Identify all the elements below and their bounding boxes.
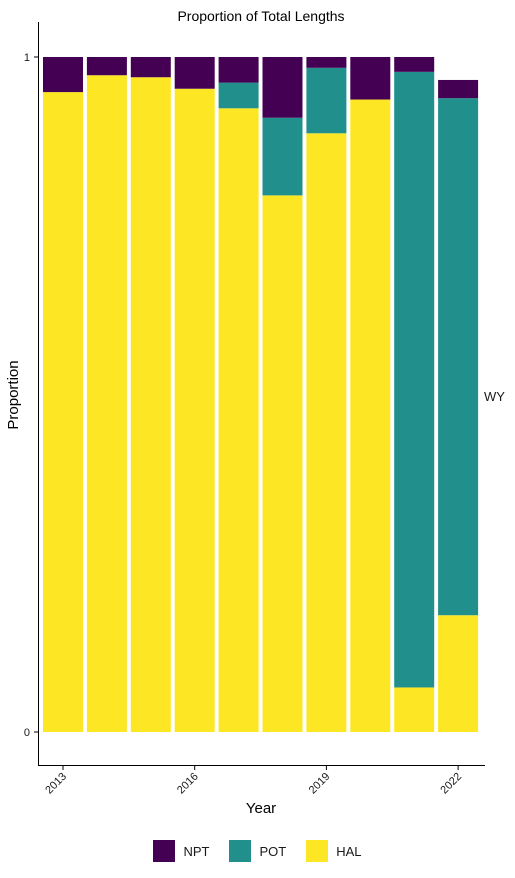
bar-npt-2018 — [262, 57, 303, 118]
y-axis-title: Proportion — [5, 360, 22, 429]
legend-label-npt: NPT — [183, 843, 210, 859]
bar-hal-2014 — [86, 75, 127, 733]
bar-npt-2019 — [306, 57, 347, 68]
bar-hal-2016 — [174, 88, 215, 733]
bar-npt-2022 — [438, 79, 479, 99]
legend-swatch-pot — [229, 840, 252, 862]
legend: NPT POT HAL — [0, 836, 515, 866]
y-tick-label: 1 — [24, 52, 30, 64]
legend-swatch-hal — [306, 840, 329, 862]
x-axis-title: Year — [246, 800, 276, 817]
chart-title: Proportion of Total Lengths — [177, 8, 344, 24]
bar-hal-2018 — [262, 195, 303, 733]
bar-pot-2018 — [262, 117, 303, 196]
legend-label-hal: HAL — [336, 843, 362, 859]
bar-pot-2019 — [306, 67, 347, 134]
x-ticks-group: 2013 2016 2019 2022 — [43, 766, 464, 796]
x-tick-label: 2013 — [43, 771, 69, 797]
legend-item-npt: NPT — [153, 840, 209, 862]
bar-pot-2017 — [218, 82, 259, 109]
bar-hal-2015 — [130, 77, 171, 732]
bar-hal-2022 — [438, 615, 479, 732]
legend-swatch-npt — [153, 840, 176, 862]
bar-hal-2019 — [306, 133, 347, 732]
x-tick-label: 2022 — [438, 771, 464, 797]
y-ticks-group: 01 — [24, 52, 38, 739]
bar-hal-2017 — [218, 108, 259, 733]
bar-npt-2020 — [350, 57, 391, 100]
legend-label-pot: POT — [259, 843, 287, 859]
x-tick-label: 2019 — [307, 771, 333, 797]
legend-item-hal: HAL — [306, 840, 362, 862]
bar-pot-2021 — [394, 71, 435, 688]
bar-npt-2017 — [218, 57, 259, 83]
bar-pot-2022 — [438, 98, 479, 616]
legend-item-pot: POT — [229, 840, 286, 862]
bar-hal-2013 — [43, 92, 83, 733]
y-tick-label: 0 — [24, 727, 30, 739]
bars-group — [43, 57, 479, 733]
bar-hal-2020 — [350, 99, 391, 732]
bar-npt-2014 — [86, 57, 127, 76]
facet-strip-label: WY — [484, 389, 505, 404]
bar-hal-2021 — [394, 687, 435, 732]
bar-npt-2015 — [130, 57, 171, 78]
bar-npt-2016 — [174, 57, 215, 89]
x-tick-label: 2016 — [175, 771, 201, 797]
bar-npt-2013 — [43, 57, 83, 93]
bar-npt-2021 — [394, 57, 435, 72]
